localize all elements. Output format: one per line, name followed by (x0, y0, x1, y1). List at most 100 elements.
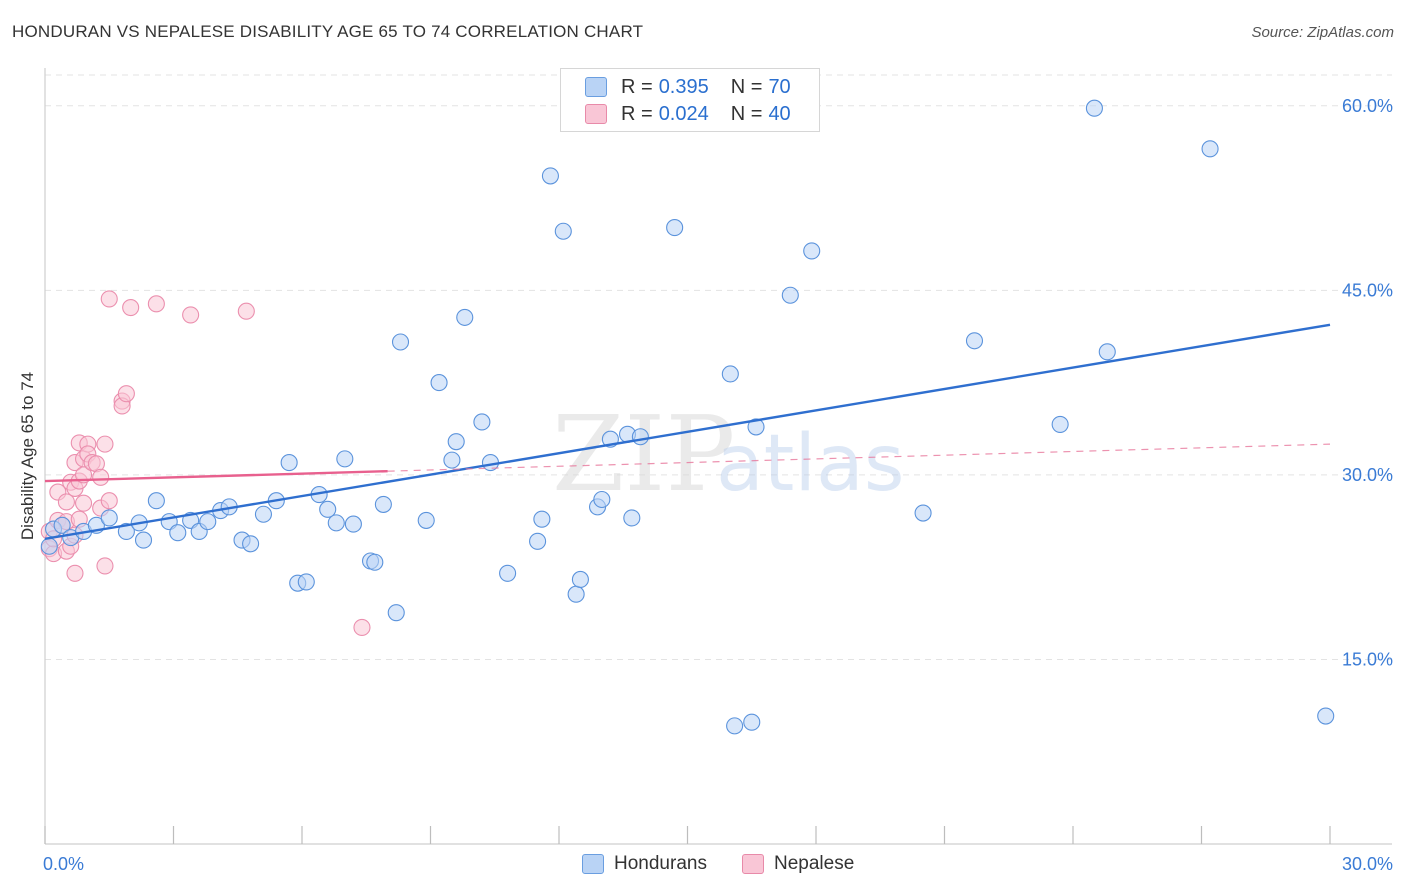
watermark: ZIP atlas (552, 393, 905, 515)
legend-n-value: 70 (768, 75, 791, 98)
honduran-point (374, 495, 392, 513)
y-tick-label: 45.0% (1342, 280, 1393, 300)
honduran-point (297, 573, 315, 591)
source-label: Source: ZipAtlas.com (1251, 24, 1394, 41)
nepalese-point (96, 435, 114, 453)
honduran-point (473, 413, 491, 431)
nepalese-point (122, 298, 140, 317)
legend-row-hondurans: R = 0.395 N = 70 (585, 74, 791, 100)
honduran-point (747, 418, 765, 436)
honduran-point (327, 514, 345, 532)
nepalese-point (147, 295, 165, 313)
watermark-atlas: atlas (716, 419, 905, 509)
honduran-point (134, 531, 153, 549)
nepalese-point (75, 494, 93, 512)
nepalese-point (353, 618, 371, 636)
hondurans-swatch (582, 854, 604, 874)
honduran-point (417, 511, 435, 529)
legend-n-label: N = (730, 75, 763, 98)
honduran-point (147, 492, 165, 510)
honduran-point (1098, 343, 1116, 361)
honduran-point (344, 515, 362, 533)
legend-n-value: 40 (768, 102, 791, 125)
honduran-point (391, 333, 410, 351)
honduran-point (1317, 707, 1335, 725)
tick-labels: 15.0% 30.0% 45.0% 60.0% 0.0% 30.0% (43, 96, 1393, 874)
nepalese-point (57, 493, 75, 511)
honduran-point (803, 242, 821, 260)
honduran-point (541, 167, 559, 185)
honduran-point (623, 509, 641, 527)
legend-swatch-blue (585, 77, 607, 97)
honduran-point (387, 604, 405, 622)
gridlines (45, 74, 1392, 660)
correlation-legend: R = 0.395 N = 70 R = 0.024 N = 40 (560, 68, 820, 132)
nepalese-point (182, 306, 200, 324)
honduran-point (199, 513, 217, 531)
honduran-point (169, 524, 187, 542)
bottom-legend-nepalese: Nepalese (742, 852, 854, 876)
honduran-point (721, 365, 739, 383)
honduran-point (1201, 140, 1219, 158)
honduran-point (1085, 99, 1103, 117)
honduran-point (117, 522, 135, 541)
honduran-point (447, 433, 465, 451)
hondurans-points (40, 99, 1335, 735)
y-tick-label: 15.0% (1342, 649, 1393, 669)
honduran-point (571, 570, 589, 589)
y-axis-title: Disability Age 65 to 74 (18, 372, 37, 540)
honduran-point (366, 553, 384, 571)
honduran-point (743, 713, 761, 731)
legend-r-label: R = (621, 75, 653, 98)
axes (44, 68, 1392, 845)
nepalese-point (66, 564, 84, 582)
nepalese-swatch (742, 854, 764, 874)
honduran-point (499, 564, 517, 582)
honduran-point (254, 505, 273, 523)
nepalese-point (100, 290, 118, 308)
honduran-point (914, 504, 932, 522)
honduran-point (631, 428, 649, 446)
nepalese-trend-extension (387, 443, 1331, 472)
honduran-point (554, 222, 572, 240)
nepalese-label: Nepalese (774, 853, 855, 874)
x-tick-label: 30.0% (1342, 854, 1393, 874)
honduran-point (567, 585, 585, 603)
bottom-legend-hondurans: Hondurans (582, 852, 707, 876)
honduran-point (965, 332, 984, 350)
honduran-point (1051, 415, 1069, 433)
honduran-point (40, 537, 58, 555)
honduran-point (319, 500, 337, 518)
honduran-point (529, 532, 547, 550)
nepalese-points (40, 290, 371, 636)
legend-r-value: 0.395 (658, 75, 709, 98)
nepalese-point (117, 385, 135, 403)
honduran-point (280, 454, 298, 472)
nepalese-point (96, 557, 114, 575)
honduran-point (593, 490, 611, 509)
x-tick-label: 0.0% (43, 854, 84, 874)
honduran-point (336, 450, 354, 468)
legend-swatch-pink (585, 104, 607, 124)
chart-title: HONDURAN VS NEPALESE DISABILITY AGE 65 T… (12, 22, 644, 41)
watermark-zip: ZIP (552, 393, 735, 515)
honduran-point (533, 510, 551, 528)
honduran-point (53, 516, 71, 534)
nepalese-point (100, 492, 118, 510)
honduran-point (666, 219, 684, 237)
nepalese-trend-line (44, 469, 388, 483)
nepalese-point (237, 302, 255, 320)
legend-row-nepalese: R = 0.024 N = 40 (585, 101, 791, 127)
hondurans-trend-line (44, 323, 1331, 541)
legend-r-label: R = (621, 102, 653, 125)
honduran-point (726, 717, 744, 735)
honduran-point (456, 308, 474, 326)
honduran-point (242, 535, 260, 553)
honduran-point (100, 509, 118, 527)
hondurans-label: Hondurans (614, 853, 707, 874)
y-tick-label: 30.0% (1342, 465, 1393, 485)
trend-lines (44, 323, 1331, 541)
honduran-point (430, 374, 448, 392)
legend-n-label: N = (730, 102, 763, 125)
